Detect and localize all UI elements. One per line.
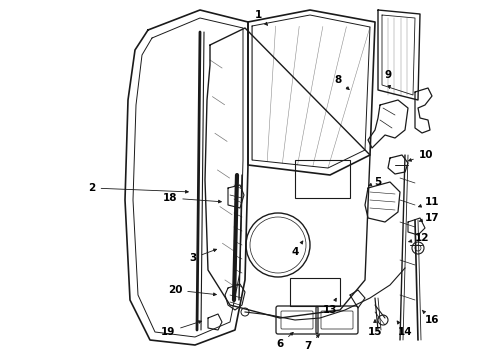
Text: 11: 11 (418, 197, 439, 207)
Text: 6: 6 (276, 332, 293, 349)
Text: 12: 12 (409, 233, 429, 243)
Text: 1: 1 (254, 10, 268, 25)
Text: 4: 4 (292, 241, 303, 257)
Text: 20: 20 (168, 285, 216, 296)
Text: 19: 19 (161, 321, 201, 337)
Text: 7: 7 (304, 335, 319, 351)
Text: 18: 18 (163, 193, 221, 203)
Text: 15: 15 (368, 320, 382, 337)
Text: 14: 14 (397, 321, 412, 337)
Text: 13: 13 (323, 298, 337, 315)
Text: 16: 16 (422, 310, 439, 325)
Text: 2: 2 (88, 183, 188, 193)
Text: 10: 10 (409, 150, 433, 161)
Text: 5: 5 (368, 177, 382, 187)
Text: 17: 17 (419, 213, 440, 223)
Text: 3: 3 (189, 249, 217, 263)
Text: 9: 9 (385, 70, 392, 88)
Text: 8: 8 (334, 75, 349, 90)
